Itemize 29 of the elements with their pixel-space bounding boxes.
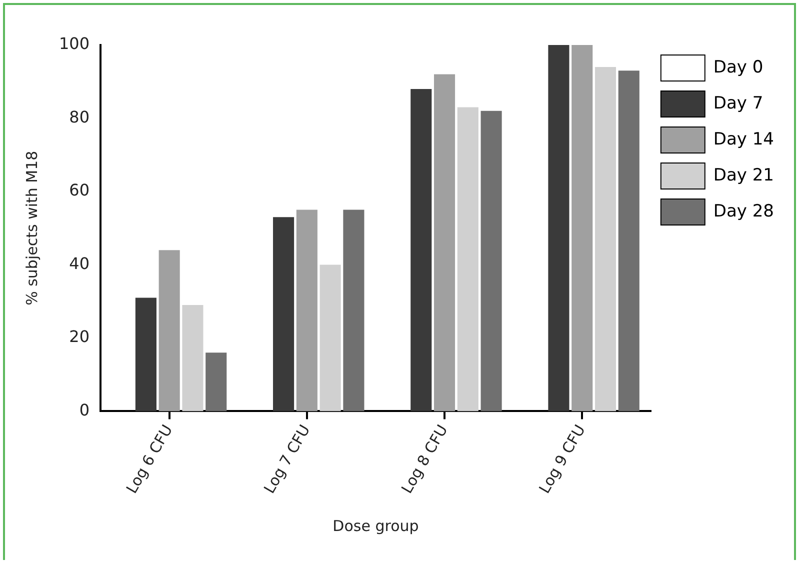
bar <box>182 305 204 412</box>
bar <box>343 210 364 412</box>
legend-label: Day 7 <box>713 93 764 114</box>
legend-label: Day 28 <box>713 201 774 222</box>
bar <box>457 107 478 412</box>
x-axis-title: Dose group <box>332 516 419 535</box>
legend-label: Day 21 <box>713 165 774 186</box>
y-tick-label: 80 <box>69 107 90 126</box>
y-tick-label: 100 <box>58 34 90 54</box>
y-tick-label: 0 <box>79 400 90 420</box>
legend-label: Day 0 <box>713 57 764 78</box>
legend-label: Day 14 <box>713 129 774 150</box>
bar <box>572 45 593 412</box>
y-tick-label: 60 <box>69 180 90 200</box>
bar <box>158 250 180 412</box>
y-tick-label: 20 <box>69 327 90 346</box>
bar <box>273 217 294 412</box>
bar <box>594 66 616 412</box>
bar <box>410 88 432 412</box>
y-tick-label: 40 <box>69 254 90 273</box>
bar <box>135 298 156 412</box>
bar <box>320 264 341 412</box>
y-axis-title: % subjects with M18 <box>22 150 41 306</box>
bar <box>296 210 318 412</box>
bar <box>434 74 456 412</box>
bar <box>480 110 502 412</box>
bar <box>206 352 227 412</box>
bar <box>618 70 640 412</box>
bar <box>548 45 570 412</box>
